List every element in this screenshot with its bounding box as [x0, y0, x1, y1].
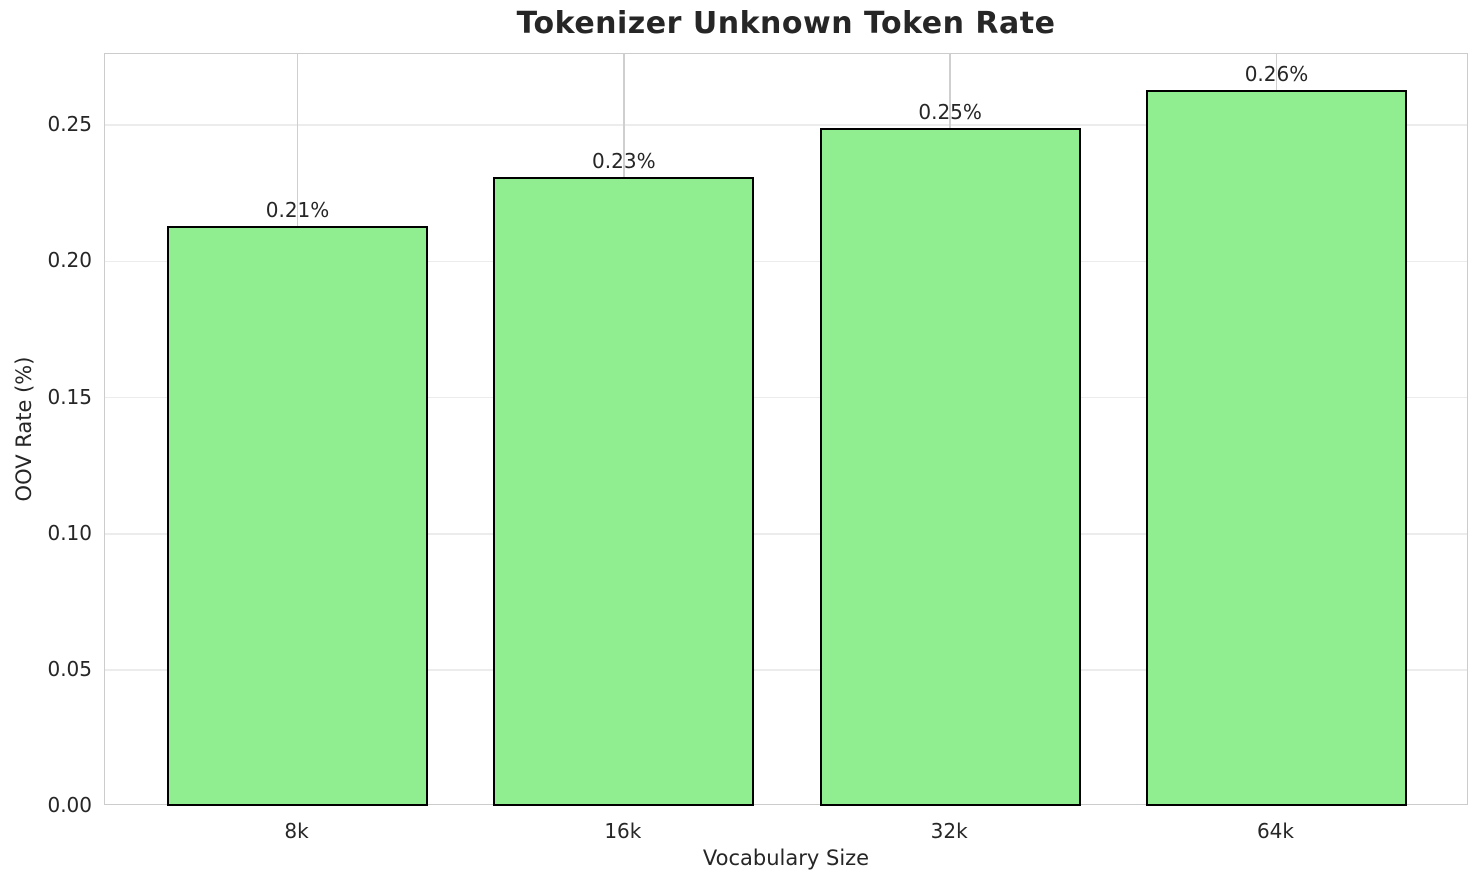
chart-title: Tokenizer Unknown Token Rate — [516, 6, 1056, 41]
x-tick-label: 16k — [604, 819, 642, 843]
h-gridline — [105, 124, 1467, 127]
x-axis-label: Vocabulary Size — [702, 846, 870, 870]
y-tick-label: 0.25 — [47, 112, 92, 137]
h-gridline — [105, 532, 1467, 535]
bar-16k — [493, 177, 755, 806]
y-tick-label: 0.15 — [47, 384, 92, 409]
bar-value-label: 0.26% — [1244, 61, 1309, 86]
bar-8k — [167, 226, 429, 806]
bar-value-label: 0.23% — [592, 149, 656, 174]
y-axis-label: OOV Rate (%) — [12, 356, 36, 502]
bar-value-label: 0.21% — [265, 198, 330, 223]
x-tick-label: 8k — [284, 819, 309, 843]
bar-64k — [1145, 89, 1407, 806]
x-tick-label: 64k — [1256, 819, 1294, 843]
bar-32k — [819, 128, 1081, 806]
y-tick-label: 0.20 — [47, 248, 92, 273]
x-tick-label: 32k — [930, 819, 968, 843]
y-tick-label: 0.10 — [47, 520, 92, 545]
y-tick-label: 0.05 — [47, 656, 92, 681]
plot-area: 0.21% 0.23% 0.25% 0.26% — [104, 53, 1468, 806]
bar-value-label: 0.25% — [918, 100, 982, 125]
h-gridline — [105, 396, 1467, 399]
y-tick-label: 0.00 — [47, 793, 92, 817]
h-gridline — [105, 668, 1467, 671]
h-gridline — [105, 260, 1467, 263]
